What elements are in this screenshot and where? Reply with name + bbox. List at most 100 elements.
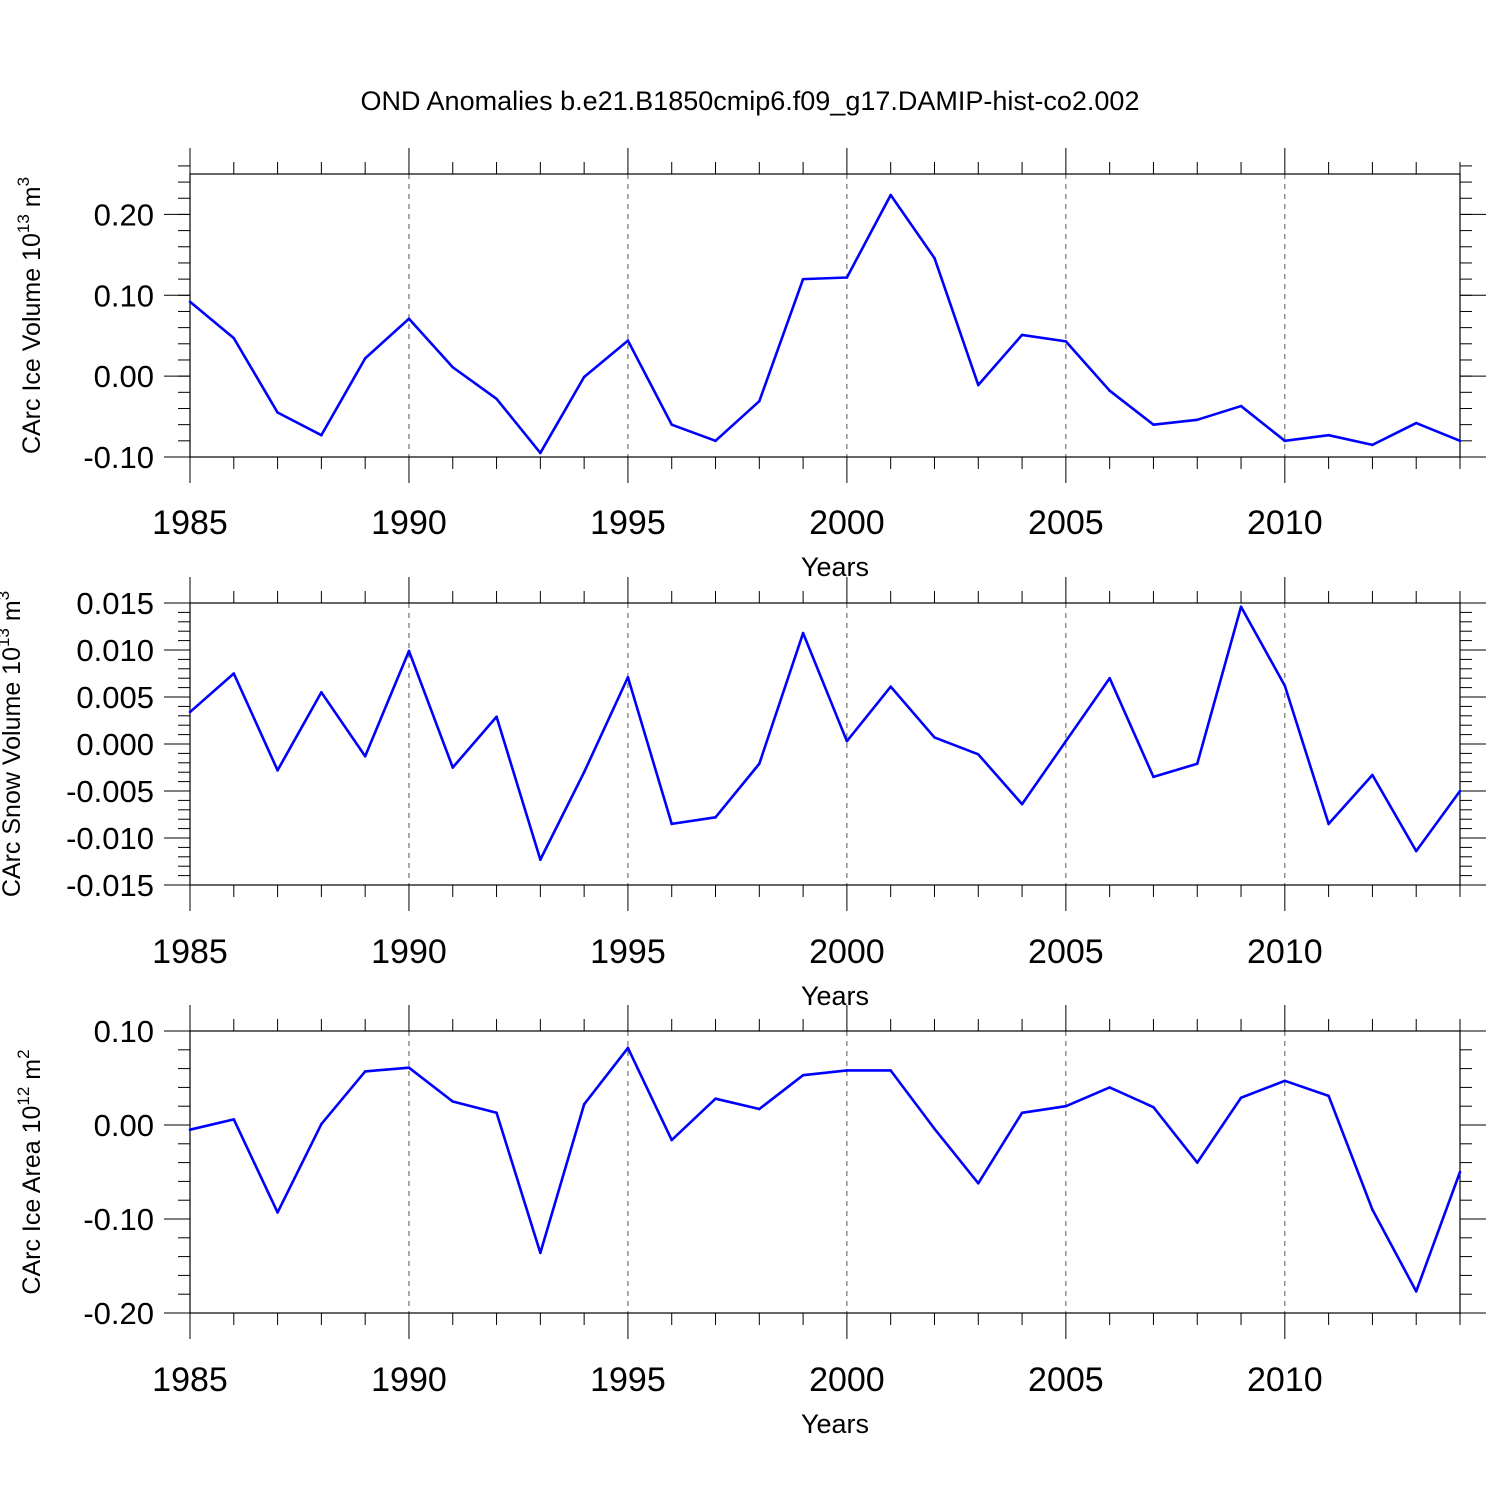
data-point (889, 685, 892, 688)
y-axis-title: CArc Ice Area 1012 m2 (14, 1049, 46, 1294)
data-point (1239, 404, 1243, 408)
data-point (801, 1073, 805, 1077)
data-point (276, 1211, 279, 1214)
data-point (1020, 333, 1024, 337)
x-tick-label: 1985 (152, 504, 228, 542)
data-point (976, 383, 980, 387)
data-point (1108, 389, 1111, 392)
series-line-ice-volume (189, 193, 1461, 455)
data-point (1371, 443, 1374, 447)
data-point (1414, 849, 1418, 853)
x-tick-label: 1995 (590, 933, 666, 971)
data-point (976, 753, 980, 756)
panel-ice-area: -0.20 -0.10 0.00 0.10 1985 1990 1995 2000 2005 20… (14, 1005, 1486, 1439)
data-point (1283, 684, 1287, 688)
y-axis-title: CArc Snow Volume 1013 m3 (0, 591, 26, 897)
y-tick-label: 0.10 (94, 1014, 154, 1049)
y-tick-label: 0.00 (94, 359, 154, 394)
data-point (933, 256, 936, 260)
x-tick-label: 1990 (371, 504, 447, 542)
x-tick-label: 2010 (1247, 933, 1323, 971)
data-point (188, 710, 192, 714)
data-point (889, 193, 892, 197)
x-tick-label: 2005 (1028, 1361, 1104, 1399)
y-tick-label: -0.20 (83, 1296, 154, 1331)
data-point (758, 399, 761, 403)
x-tick-label: 2000 (809, 1361, 885, 1399)
y-axis-title-prefix: CArc Ice Area 10 (18, 1106, 46, 1295)
data-point (1195, 762, 1199, 766)
data-point (626, 339, 630, 342)
data-point (363, 754, 367, 758)
data-point (1108, 1086, 1111, 1089)
data-point (714, 439, 717, 443)
data-point (933, 1127, 936, 1131)
data-point (320, 691, 323, 694)
data-point (495, 397, 498, 401)
data-point (845, 276, 849, 279)
x-tick-label: 2005 (1028, 504, 1104, 542)
data-point (1020, 1111, 1024, 1115)
x-axis-title: Years (801, 981, 869, 1011)
series-line-snow-volume (189, 605, 1462, 861)
figure-title: OND Anomalies b.e21.B1850cmip6.f09_g17.D… (361, 86, 1140, 116)
x-tick-label: 1985 (152, 933, 228, 971)
data-point (1152, 423, 1155, 426)
data-point (451, 365, 455, 369)
data-point (714, 816, 717, 819)
data-point (495, 715, 498, 719)
data-point (1327, 1094, 1330, 1098)
series-line-ice-area (189, 1046, 1462, 1293)
y-axis-title-prefix: CArc Snow Volume 10 (0, 647, 26, 897)
y-axis-title-exponent: 13 (14, 214, 33, 233)
y-axis-title-exponent: 13 (0, 628, 13, 647)
data-point (1195, 418, 1199, 422)
data-point (670, 1138, 674, 1142)
data-point (1371, 1208, 1374, 1211)
x-tick-label: 2010 (1247, 504, 1323, 542)
data-point (539, 858, 542, 861)
x-tick-label: 1985 (152, 1361, 228, 1399)
y-axis-title-unit: m (0, 600, 26, 628)
y-axis-title-unit: m (18, 186, 46, 214)
y-tick-label: 0.005 (76, 680, 154, 715)
data-point (1152, 1105, 1155, 1109)
y-tick-label: 0.20 (94, 197, 154, 232)
data-point (1064, 340, 1068, 343)
data-point (320, 1122, 323, 1126)
y-tick-label: -0.10 (83, 1202, 154, 1237)
data-point (1458, 789, 1462, 793)
data-point (670, 822, 674, 826)
y-axis-title-unit-exponent: 2 (14, 1049, 33, 1058)
x-tick-label: 2010 (1247, 1361, 1323, 1399)
data-point (1414, 421, 1418, 425)
data-point (1239, 605, 1243, 609)
data-point (539, 1251, 542, 1255)
y-tick-label: 0.10 (94, 278, 154, 313)
data-point (801, 277, 805, 281)
y-tick-label: 0.00 (94, 1108, 154, 1143)
data-point (232, 1118, 236, 1121)
data-point (1414, 1290, 1418, 1293)
data-point (1327, 433, 1330, 437)
data-point (933, 736, 936, 739)
data-point (1283, 1079, 1287, 1083)
data-point (670, 423, 674, 426)
data-point (1064, 739, 1068, 743)
data-point (889, 1069, 892, 1072)
x-tick-label: 2000 (809, 933, 885, 971)
panels: -0.10 0.00 0.10 0.20 1985 1990 1995 2000 2005 201… (0, 148, 1486, 1439)
data-point (232, 336, 236, 340)
data-point (1458, 439, 1462, 443)
panel-snow-volume: -0.015 -0.010 -0.005 0.000 0.005 0.010 0.015 19… (0, 577, 1486, 1011)
panel-ice-volume: -0.10 0.00 0.10 0.20 1985 1990 1995 2000 2005 201… (14, 148, 1486, 582)
y-axis-title: CArc Ice Volume 1013 m3 (14, 177, 46, 454)
data-point (363, 1070, 367, 1073)
data-point (1064, 1104, 1068, 1108)
data-point (1371, 773, 1374, 777)
data-point (582, 1103, 586, 1106)
x-tick-label: 1990 (371, 1361, 447, 1399)
data-point (188, 1128, 192, 1131)
